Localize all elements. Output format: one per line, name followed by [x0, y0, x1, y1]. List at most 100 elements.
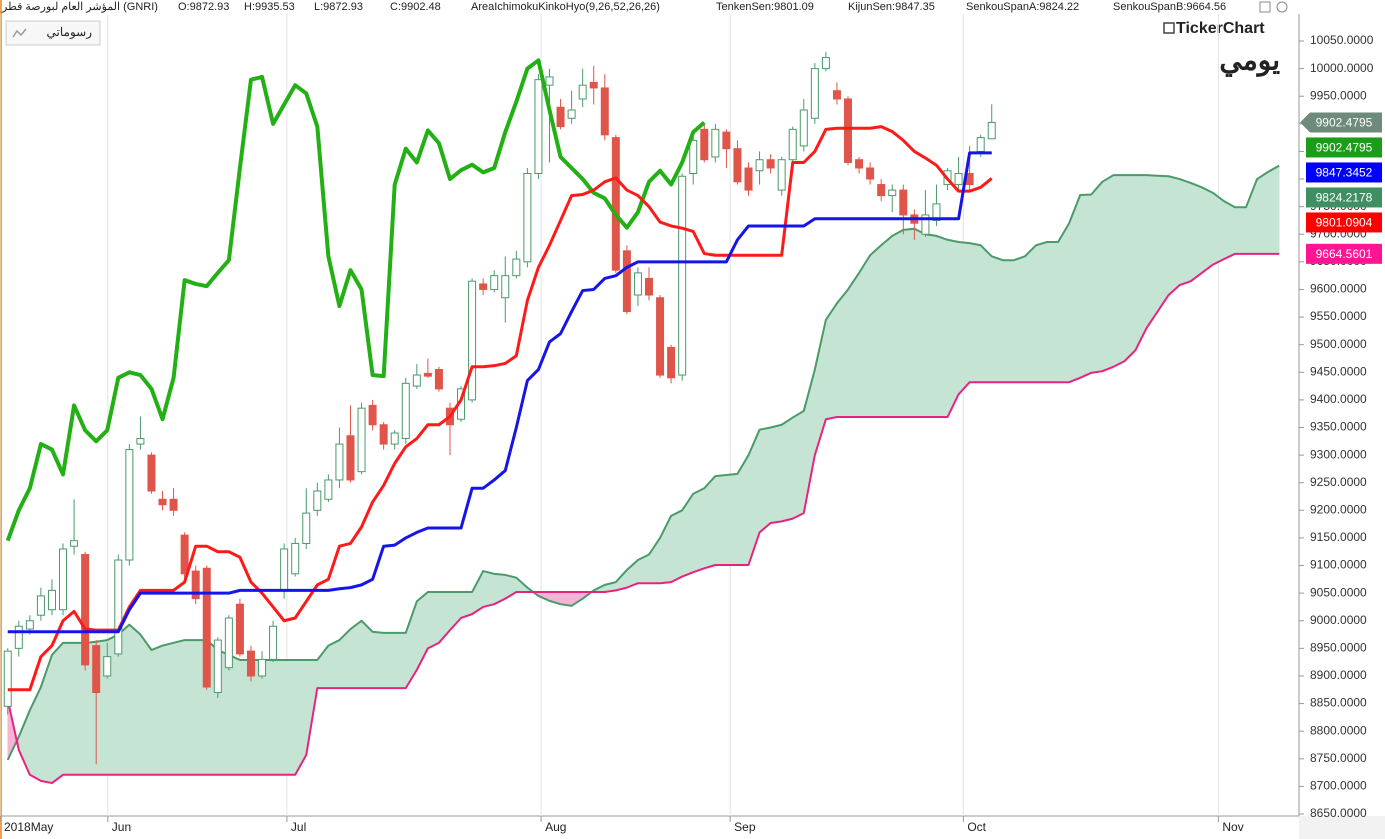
button-icon [12, 28, 27, 38]
candle-body [987, 121, 996, 140]
candle-body [976, 137, 985, 152]
candle-body [302, 512, 311, 544]
candle-body [180, 534, 189, 575]
candle-body [633, 272, 642, 296]
y-tick-label: 9200.0000 [1310, 502, 1367, 516]
price-tag-label: 9902.4795 [1316, 141, 1373, 155]
y-tick-label: 10000.0000 [1310, 61, 1374, 75]
price-tag-box [1306, 137, 1382, 158]
candle-body [346, 435, 355, 481]
y-tick-label: 8850.0000 [1310, 696, 1367, 710]
brand: TickerChart [1176, 20, 1265, 37]
candle-body [678, 175, 687, 376]
candle-body [368, 404, 377, 426]
header: المؤشر العام لبورصة قطر (GNRI) O:9872.93… [1, 1, 1226, 13]
y-tick-label: 10050.0000 [1310, 33, 1374, 47]
candle-body [92, 645, 101, 694]
drawings-button[interactable]: رسوماتي [5, 20, 101, 46]
indicator-line [6, 252, 1280, 785]
x-tick-label: Jun [112, 820, 131, 834]
candle-body [777, 159, 786, 191]
candle-body [313, 490, 322, 511]
y-tick-label: 9950.0000 [1310, 88, 1367, 102]
candle-body [755, 159, 764, 172]
price-tag: 9847.3452 [1306, 162, 1382, 183]
candle-body [191, 570, 200, 600]
candle-body [821, 57, 830, 70]
candle-body [578, 84, 587, 100]
y-tick-label: 9050.0000 [1310, 585, 1367, 599]
candle-body [434, 369, 443, 390]
indicator-value: KijunSen:9847.35 [848, 1, 935, 13]
candle-body [202, 567, 211, 688]
candle-body [335, 443, 344, 481]
candle-body [224, 617, 233, 669]
indicator-value: TenkenSen:9801.09 [716, 1, 814, 13]
candle-body [545, 76, 554, 86]
candle-body [766, 159, 775, 169]
price-tag: 9902.4795 [1300, 112, 1382, 133]
candle-body [722, 131, 731, 150]
price-tag-box [1306, 243, 1382, 264]
candle-body [246, 650, 255, 677]
window-buttons [1252, 0, 1288, 14]
candle-body [136, 438, 145, 445]
y-tick-label: 9100.0000 [1310, 558, 1367, 572]
x-tick-label: Nov [1222, 820, 1243, 834]
symbol-name: المؤشر العام لبورصة قطر (GNRI) [1, 1, 158, 13]
candle-body [534, 79, 543, 175]
candle-body [711, 128, 720, 158]
candle-body [954, 173, 963, 186]
price-tag-box [1300, 112, 1382, 133]
candle-body [667, 346, 676, 379]
y-tick-label: 8950.0000 [1310, 641, 1367, 655]
indicator-value: SenkouSpanA:9824.22 [966, 1, 1079, 13]
candle-body [799, 109, 808, 147]
ohlc-high: H:9935.53 [244, 1, 295, 13]
price-tag: 9824.2178 [1306, 187, 1382, 208]
y-tick-label: 8700.0000 [1310, 779, 1367, 793]
y-tick-label: 9550.0000 [1310, 309, 1367, 323]
candle-body [103, 656, 112, 677]
candle-body [412, 374, 421, 387]
price-tag: 9902.4795 [1306, 137, 1382, 158]
y-tick-label: 9450.0000 [1310, 364, 1367, 378]
candle-body [921, 214, 930, 235]
left-border [0, 0, 2, 839]
y-tick-label: 9400.0000 [1310, 392, 1367, 406]
candle-body [59, 548, 68, 611]
corner [1299, 816, 1385, 839]
y-tick-label: 9350.0000 [1310, 420, 1367, 434]
candle-body [844, 98, 853, 163]
candle-body [866, 167, 875, 180]
candle-body [645, 277, 653, 296]
candle-body [788, 128, 797, 161]
candle-body [899, 189, 908, 216]
candle-body [832, 90, 841, 100]
y-tick-label: 9600.0000 [1310, 282, 1367, 296]
candle-body [379, 424, 388, 445]
candle-body [589, 81, 598, 89]
ohlc-close: C:9902.48 [390, 1, 441, 13]
indicator-name: AreaIchimokuKinkoHyo(9,26,52,26,26) [471, 1, 660, 13]
y-tick-label: 9300.0000 [1310, 447, 1367, 461]
brand-icon [1163, 22, 1175, 34]
settings-button[interactable] [1276, 1, 1288, 13]
price-tag-label: 9824.2178 [1316, 191, 1373, 205]
button-label: رسوماتي [47, 25, 93, 39]
candle-body [269, 625, 278, 660]
candle-body [357, 407, 366, 473]
x-tick-label: 2018May [4, 820, 53, 834]
candle-body [733, 148, 742, 183]
y-tick-label: 8900.0000 [1310, 668, 1367, 682]
maximize-button[interactable] [1259, 1, 1271, 13]
candle-body [622, 250, 631, 313]
candle-body [81, 553, 90, 666]
candle-body [291, 542, 300, 575]
candle-body [523, 173, 532, 263]
candle-body [70, 540, 79, 547]
candle-body [567, 109, 576, 119]
candle-body [888, 189, 897, 197]
